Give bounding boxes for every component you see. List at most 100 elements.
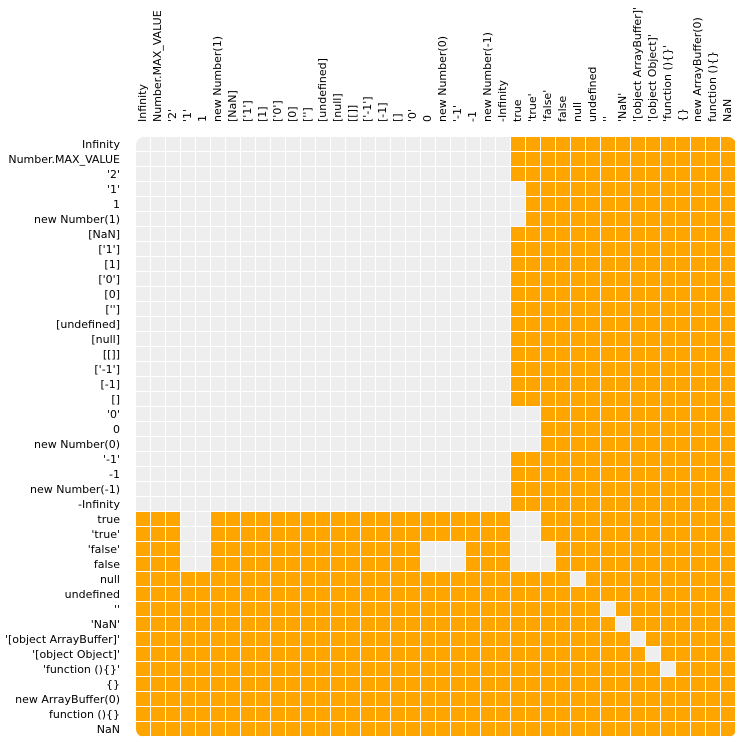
matrix-cell [661,542,676,557]
matrix-cell [151,677,166,692]
matrix-cell [661,527,676,542]
matrix-cell [541,587,556,602]
matrix-cell [706,647,721,662]
matrix-cell [151,197,166,212]
matrix-cell [271,467,286,482]
matrix-cell [376,497,391,512]
matrix-cell [601,542,616,557]
matrix-cell [316,527,331,542]
matrix-cell [661,347,676,362]
matrix-cell [496,617,511,632]
matrix-cell [631,362,646,377]
matrix-cell [361,452,376,467]
column-label: '1' [181,108,194,122]
matrix-cell [646,242,661,257]
matrix-cell [436,287,451,302]
matrix-cell [136,467,151,482]
matrix-cell [496,677,511,692]
matrix-cell [241,182,256,197]
matrix-cell [511,377,526,392]
matrix-cell [136,437,151,452]
matrix-cell [391,527,406,542]
matrix-cell [211,602,226,617]
matrix-cell [526,197,541,212]
matrix-cell [316,422,331,437]
matrix-cell [526,677,541,692]
matrix-cell [601,557,616,572]
matrix-cell [241,527,256,542]
matrix-cell [481,602,496,617]
matrix-cell [301,572,316,587]
matrix-cell [166,707,181,722]
matrix-cell [511,257,526,272]
matrix-cell [616,287,631,302]
matrix-cell [226,287,241,302]
matrix-cell [406,422,421,437]
matrix-cell [436,587,451,602]
matrix-cell [211,392,226,407]
matrix-cell [376,662,391,677]
matrix-cell [481,272,496,287]
matrix-cell [631,692,646,707]
matrix-cell [496,302,511,317]
matrix-cell [496,497,511,512]
matrix-cell [556,647,571,662]
matrix-cell [706,467,721,482]
matrix-cell [601,617,616,632]
matrix-cell [676,512,691,527]
matrix-cell [136,332,151,347]
matrix-cell [631,302,646,317]
matrix-cell [151,407,166,422]
matrix-cell [511,557,526,572]
matrix-cell [721,542,736,557]
matrix-cell [676,497,691,512]
matrix-cell [586,542,601,557]
matrix-cell [586,392,601,407]
matrix-cell [586,347,601,362]
matrix-cell [256,542,271,557]
matrix-cell [316,722,331,737]
matrix-cell [376,602,391,617]
matrix-cell [406,317,421,332]
matrix-cell [691,152,706,167]
matrix-cell [181,512,196,527]
matrix-cell [451,467,466,482]
matrix-cell [586,467,601,482]
matrix-cell [721,467,736,482]
matrix-cell [211,632,226,647]
matrix-cell [136,197,151,212]
matrix-cell [721,632,736,647]
matrix-cell [616,167,631,182]
matrix-cell [316,392,331,407]
matrix-cell [676,542,691,557]
matrix-cell [721,722,736,737]
matrix-cell [541,632,556,647]
matrix-cell [646,182,661,197]
matrix-cell [601,242,616,257]
matrix-cell [556,227,571,242]
matrix-cell [691,602,706,617]
matrix-cell [691,182,706,197]
matrix-cell [271,182,286,197]
matrix-cell [196,317,211,332]
matrix-cell [691,272,706,287]
matrix-cell [196,257,211,272]
matrix-cell [556,182,571,197]
matrix-cell [661,317,676,332]
matrix-cell [286,452,301,467]
matrix-cell [436,137,451,152]
matrix-cell [196,527,211,542]
matrix-cell [286,407,301,422]
matrix-cell [646,452,661,467]
matrix-cell [481,182,496,197]
matrix-cell [271,452,286,467]
matrix-cell [406,617,421,632]
matrix-cell [691,377,706,392]
matrix-cell [706,392,721,407]
matrix-cell [721,242,736,257]
matrix-cell [226,602,241,617]
column-label: 1 [196,115,209,122]
matrix-cell [496,587,511,602]
matrix-cell [676,182,691,197]
matrix-cell [346,542,361,557]
